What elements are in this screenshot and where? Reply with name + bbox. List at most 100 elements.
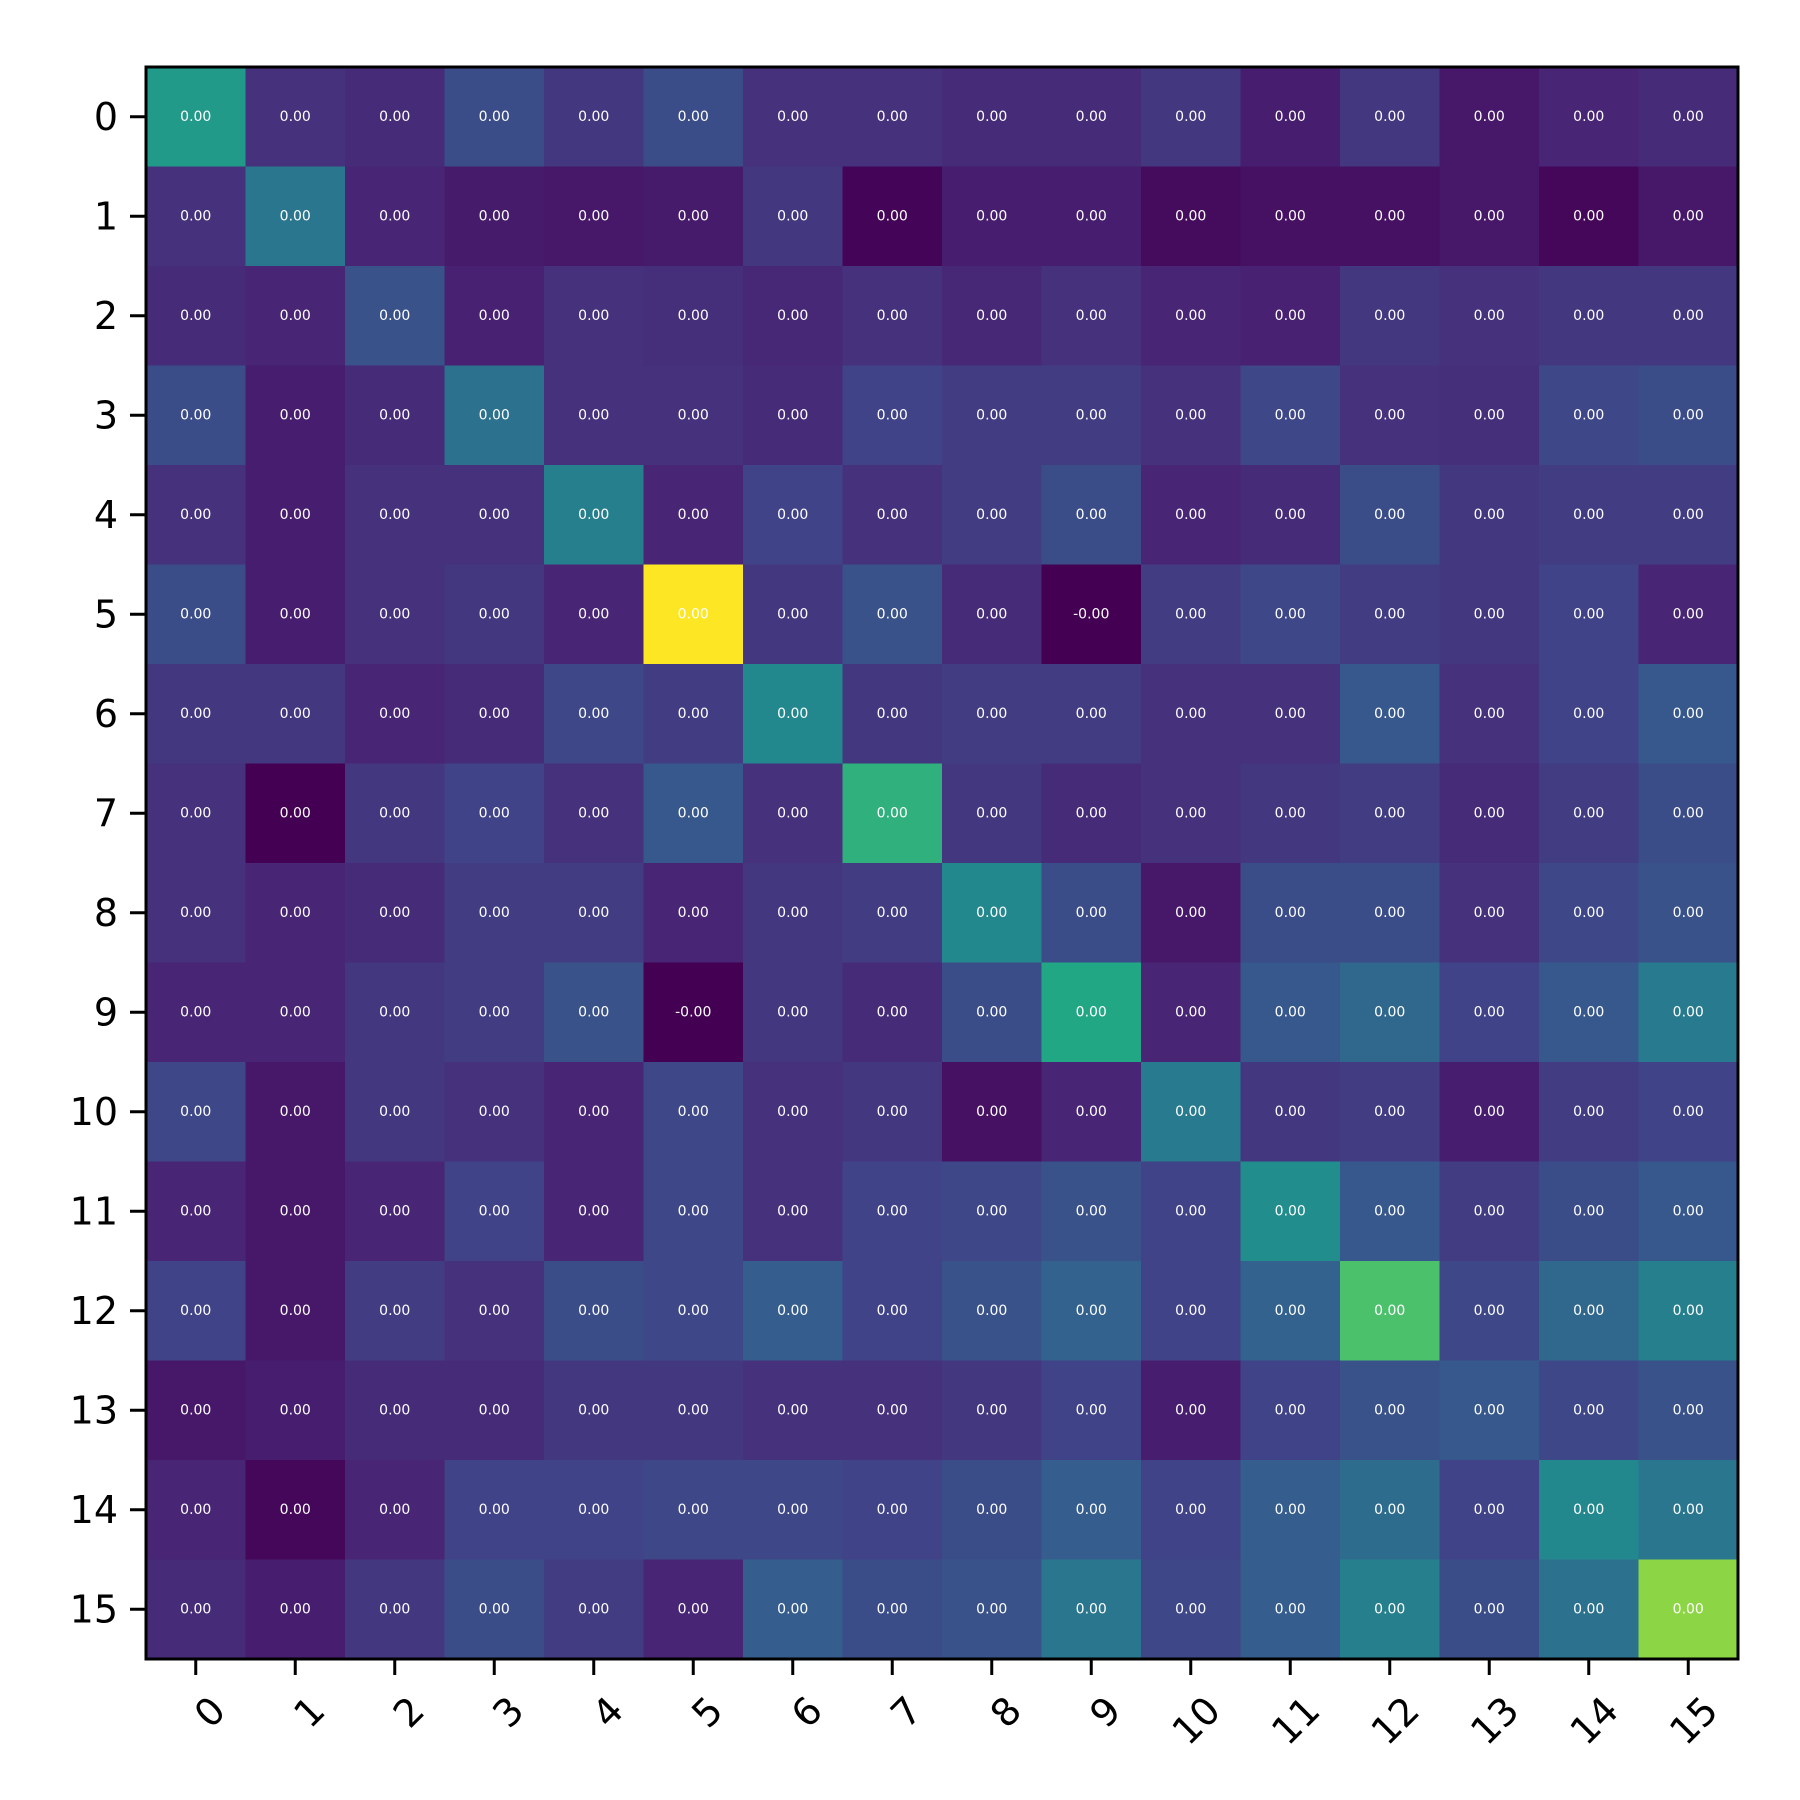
cell-value-label: 0.00 — [1076, 407, 1107, 423]
cell-value-label: 0.00 — [479, 1303, 510, 1319]
heatmap-cell — [544, 166, 644, 267]
heatmap-cell — [1539, 1559, 1639, 1660]
heatmap-cell — [842, 564, 943, 665]
cell-value-label: 0.00 — [1573, 507, 1604, 523]
heatmap-cell — [544, 365, 644, 466]
cell-value-label: 0.00 — [678, 1203, 709, 1219]
heatmap-cell — [1638, 763, 1739, 864]
heatmap-cell — [1141, 465, 1241, 565]
heatmap-cell — [544, 1460, 644, 1560]
heatmap-cell — [1240, 465, 1341, 565]
cell-value-label: 0.00 — [1474, 706, 1505, 722]
heatmap-cell — [345, 1559, 445, 1660]
cell-value-label: 0.00 — [1076, 1203, 1107, 1219]
heatmap-cell — [1240, 365, 1341, 466]
cell-value-label: 0.00 — [379, 905, 410, 921]
heatmap-cell — [942, 1559, 1042, 1660]
y-tick-label: 1 — [94, 194, 118, 238]
heatmap-cell — [643, 962, 744, 1063]
cell-value-label: 0.00 — [280, 308, 311, 324]
heatmap-cell — [743, 664, 843, 764]
cell-value-label: 0.00 — [1374, 1303, 1405, 1319]
y-tick-label: 7 — [94, 791, 118, 835]
heatmap-cell — [1340, 365, 1440, 466]
cell-value-label: 0.00 — [479, 606, 510, 622]
cell-value-label: 0.00 — [1076, 805, 1107, 821]
heatmap-cell — [1041, 1460, 1142, 1560]
heatmap-cell — [1141, 1559, 1241, 1660]
heatmap-cell — [842, 465, 943, 565]
heatmap-cell — [544, 664, 644, 764]
heatmap-cell — [345, 664, 445, 764]
heatmap-cell — [1141, 1360, 1241, 1461]
cell-value-label: 0.00 — [678, 1104, 709, 1120]
cell-value-label: 0.00 — [1673, 1203, 1704, 1219]
heatmap-cell — [942, 1261, 1042, 1361]
heatmap-cell — [1141, 1460, 1241, 1560]
cell-value-label: 0.00 — [1673, 706, 1704, 722]
cell-value-label: 0.00 — [1474, 905, 1505, 921]
heatmap-cell — [743, 166, 843, 267]
y-tick-label: 5 — [94, 592, 118, 636]
cell-value-label: 0.00 — [1673, 109, 1704, 125]
cell-value-label: 0.00 — [1474, 407, 1505, 423]
cell-value-label: 0.00 — [1275, 507, 1306, 523]
cell-value-label: 0.00 — [379, 1601, 410, 1617]
heatmap-cell — [245, 67, 346, 167]
cell-value-label: 0.00 — [877, 1303, 908, 1319]
y-tick-label: 13 — [70, 1388, 118, 1432]
cell-value-label: 0.00 — [678, 407, 709, 423]
y-tick-label: 11 — [70, 1189, 118, 1233]
cell-value-label: 0.00 — [678, 1601, 709, 1617]
heatmap-cell — [444, 664, 545, 764]
cell-value-label: 0.00 — [976, 606, 1007, 622]
cell-value-label: 0.00 — [379, 507, 410, 523]
cell-value-label: 0.00 — [777, 706, 808, 722]
heatmap-cell — [1539, 1360, 1639, 1461]
heatmap-cell — [842, 1460, 943, 1560]
cell-value-label: 0.00 — [1573, 1203, 1604, 1219]
cell-value-label: 0.00 — [280, 905, 311, 921]
cell-value-label: 0.00 — [379, 1402, 410, 1418]
heatmap-cell — [1141, 67, 1241, 167]
heatmap-cell — [444, 863, 545, 963]
cell-value-label: 0.00 — [379, 208, 410, 224]
heatmap-cell — [743, 863, 843, 963]
heatmap-cell — [643, 1062, 744, 1162]
cell-value-label: 0.00 — [777, 208, 808, 224]
heatmap-cell — [842, 664, 943, 764]
heatmap-cell — [444, 1360, 545, 1461]
heatmap-cell — [1439, 564, 1540, 665]
heatmap-cell — [444, 166, 545, 267]
cell-value-label: 0.00 — [180, 706, 211, 722]
cell-value-label: 0.00 — [1275, 1502, 1306, 1518]
cell-value-label: 0.00 — [379, 407, 410, 423]
heatmap-cell — [1041, 1261, 1142, 1361]
heatmap-cell — [1041, 1559, 1142, 1660]
cell-value-label: 0.00 — [1275, 208, 1306, 224]
heatmap-cell — [743, 1161, 843, 1262]
cell-value-label: 0.00 — [1076, 1402, 1107, 1418]
cell-value-label: 0.00 — [280, 1402, 311, 1418]
cell-value-label: 0.00 — [180, 308, 211, 324]
cell-value-label: 0.00 — [479, 208, 510, 224]
heatmap-cell — [1638, 1062, 1739, 1162]
heatmap-cell — [743, 1460, 843, 1560]
cell-value-label: 0.00 — [976, 109, 1007, 125]
cell-value-label: 0.00 — [280, 1502, 311, 1518]
cell-value-label: 0.00 — [1573, 905, 1604, 921]
heatmap-cell — [1240, 1161, 1341, 1262]
cell-value-label: 0.00 — [678, 507, 709, 523]
heatmap-cell — [1439, 67, 1540, 167]
heatmap-cell — [1141, 1261, 1241, 1361]
heatmap-cell — [942, 1360, 1042, 1461]
heatmap-cell — [1240, 1559, 1341, 1660]
heatmap-cell — [842, 1062, 943, 1162]
y-tick-label: 9 — [94, 990, 118, 1034]
cell-value-label: 0.00 — [1374, 109, 1405, 125]
cell-value-label: 0.00 — [1175, 1303, 1206, 1319]
cell-value-label: 0.00 — [180, 1601, 211, 1617]
cell-value-label: 0.00 — [877, 1203, 908, 1219]
cell-value-label: 0.00 — [1573, 1402, 1604, 1418]
